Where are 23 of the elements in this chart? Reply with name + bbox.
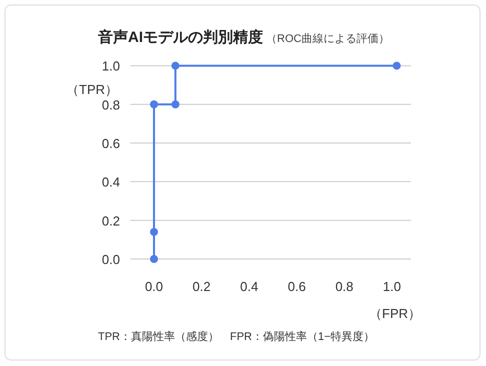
x-axis-title: （FPR） <box>369 306 421 321</box>
point <box>392 62 401 70</box>
chart-title: 音声AIモデルの判別精度 <box>98 29 263 46</box>
point <box>171 62 180 70</box>
point <box>150 255 158 263</box>
y-tick-label: 1.0 <box>102 58 120 74</box>
x-tick-label: 0.2 <box>192 279 211 294</box>
point <box>150 228 158 236</box>
x-tick-label: 0.6 <box>288 279 306 294</box>
y-tick-label: 0.2 <box>102 213 120 228</box>
y-axis-title: （TPR） <box>66 82 118 97</box>
text: TPR：真陽性率（感度） FPR：偽陽性率（1−特異度） <box>98 330 375 343</box>
y-tick-label: 0.6 <box>102 136 120 152</box>
x-tick-label: 0.8 <box>335 279 354 294</box>
x-tick-label: 0.4 <box>240 279 258 294</box>
x-tick-label: 0.0 <box>144 279 164 294</box>
y-tick-label: 0.0 <box>102 252 120 267</box>
chart-subtitle: （ROC曲線による評価） <box>266 32 390 45</box>
y-tick-label: 0.8 <box>102 97 120 112</box>
y-tick-label: 0.4 <box>102 174 120 190</box>
x-tick-label: 1.0 <box>382 279 401 294</box>
point <box>150 100 158 108</box>
point <box>171 100 180 108</box>
